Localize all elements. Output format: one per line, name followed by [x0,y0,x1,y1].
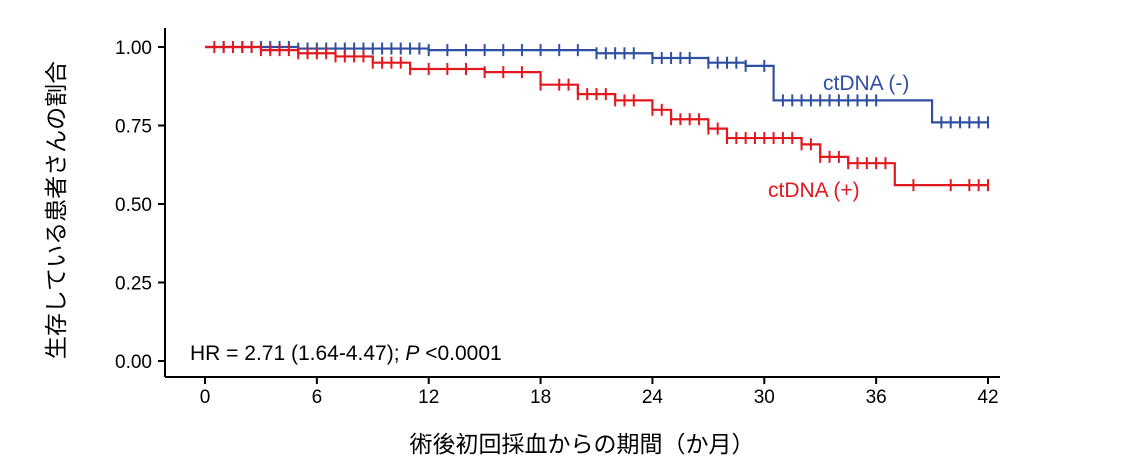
x-tick-label-5: 30 [754,387,775,408]
x-tick-label-0: 0 [200,387,211,408]
y-tick-label-3: 0.75 [115,117,152,138]
x-tick-label-2: 12 [418,387,439,408]
y-tick-label-1: 0.25 [115,274,152,295]
x-tick-label-3: 18 [530,387,551,408]
y-tick-label-0: 0.00 [115,352,152,373]
y-axis-title: 生存している患者さんの割合 [44,61,70,359]
axis-ticks: 0 6 12 18 24 30 36 42 0.00 0.25 0.50 0.75 1.00 [115,38,999,408]
series-1 [205,41,989,192]
x-tick-label-7: 42 [977,387,998,408]
series-label-ctdna-negative: ctDNA (-) [823,72,909,95]
hr-text: HR = 2.71 (1.64-4.47); [190,342,405,365]
x-tick-label-6: 36 [866,387,887,408]
y-tick-label-4: 1.00 [115,38,152,59]
hazard-ratio-annotation: HR = 2.71 (1.64-4.47); P <0.0001 [190,342,502,365]
series-label-ctdna-positive: ctDNA (+) [768,179,860,202]
x-tick-label-4: 24 [642,387,664,408]
x-tick-label-1: 6 [312,387,323,408]
p-value: <0.0001 [419,342,501,365]
y-tick-label-2: 0.50 [115,195,152,216]
series-layer [205,41,989,192]
series-1-step-line [205,45,988,187]
p-label: P [405,342,419,365]
x-axis-title: 術後初回採血からの期間（か月） [410,432,755,458]
